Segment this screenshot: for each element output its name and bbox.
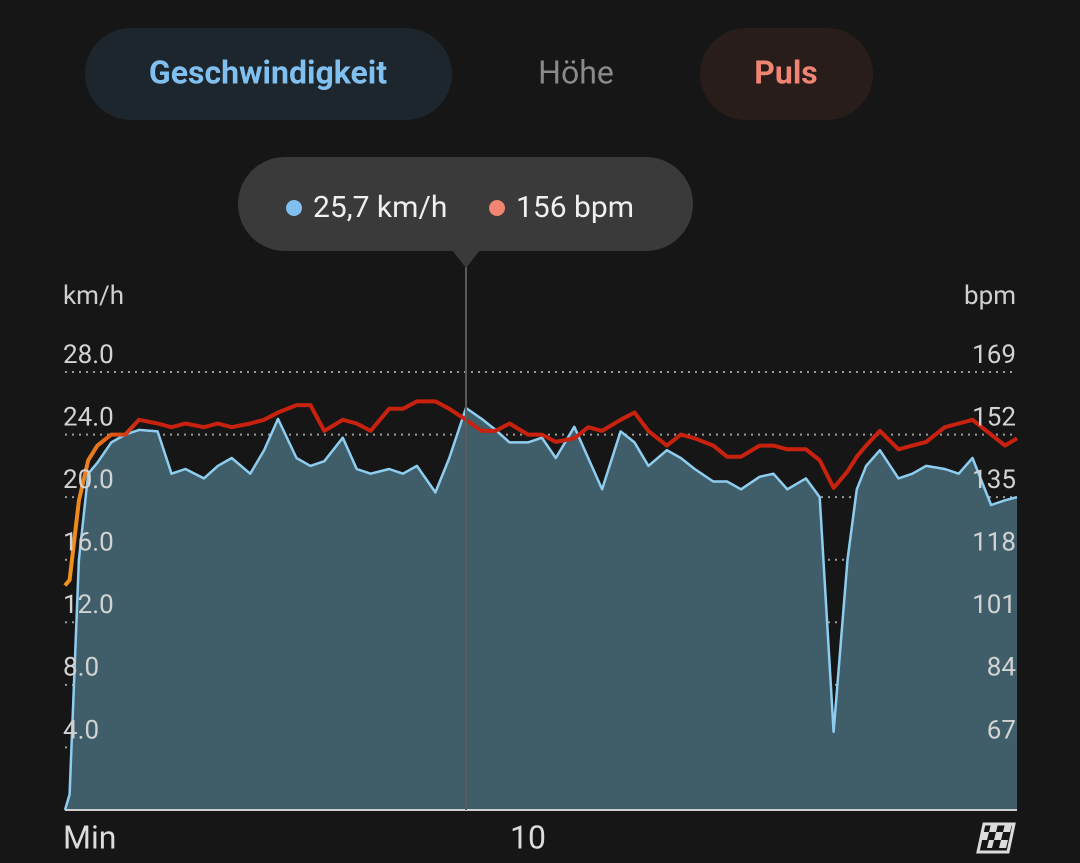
plot: 4.0 8.0 12.0 16.0 20.0 24.0 28.0 67 84 101 118 135 1… (63, 340, 1019, 856)
y-tick-label: 24.0 (63, 402, 114, 432)
tooltip-speed: 25,7 km/h (313, 190, 447, 225)
y2-tick-label: 67 (987, 715, 1016, 745)
y-tick-label: 28.0 (63, 340, 114, 370)
tooltip (238, 157, 693, 251)
y-tick-label: 12.0 (63, 590, 114, 620)
pulse-line (63, 399, 1019, 587)
y2-tick-label: 118 (972, 528, 1016, 558)
tab[interactable]: Höhe (538, 53, 614, 91)
tooltip-pointer (452, 250, 480, 268)
y-tick-label: 4.0 (63, 715, 99, 745)
y-tick-label: 8.0 (63, 653, 99, 683)
finish-icon (976, 822, 1016, 854)
y2-tick-label: 152 (972, 402, 1016, 432)
tab-background[interactable] (85, 28, 452, 120)
tooltip-dot (286, 200, 302, 216)
y-tick-label: 20.0 (63, 465, 114, 495)
tooltip-dot (489, 200, 505, 216)
y2-tick-label: 169 (972, 340, 1016, 370)
x-axis-label: Min (63, 818, 116, 856)
y2-axis-label: bpm (964, 281, 1016, 311)
speed-line (63, 406, 1018, 811)
tab-background[interactable] (700, 28, 873, 120)
tooltip-pulse: 156 bpm (516, 190, 634, 225)
tab[interactable]: Geschwindigkeit (149, 53, 387, 91)
y-axis-label: km/h (63, 281, 124, 311)
y2-tick-label: 84 (987, 653, 1017, 683)
x-tick-label: 10 (510, 818, 546, 856)
speed-area (65, 408, 1017, 810)
y2-tick-label: 101 (972, 590, 1016, 620)
y2-tick-label: 135 (972, 465, 1016, 495)
y-tick-label: 16.0 (63, 528, 114, 558)
tab[interactable]: Puls (754, 53, 817, 91)
